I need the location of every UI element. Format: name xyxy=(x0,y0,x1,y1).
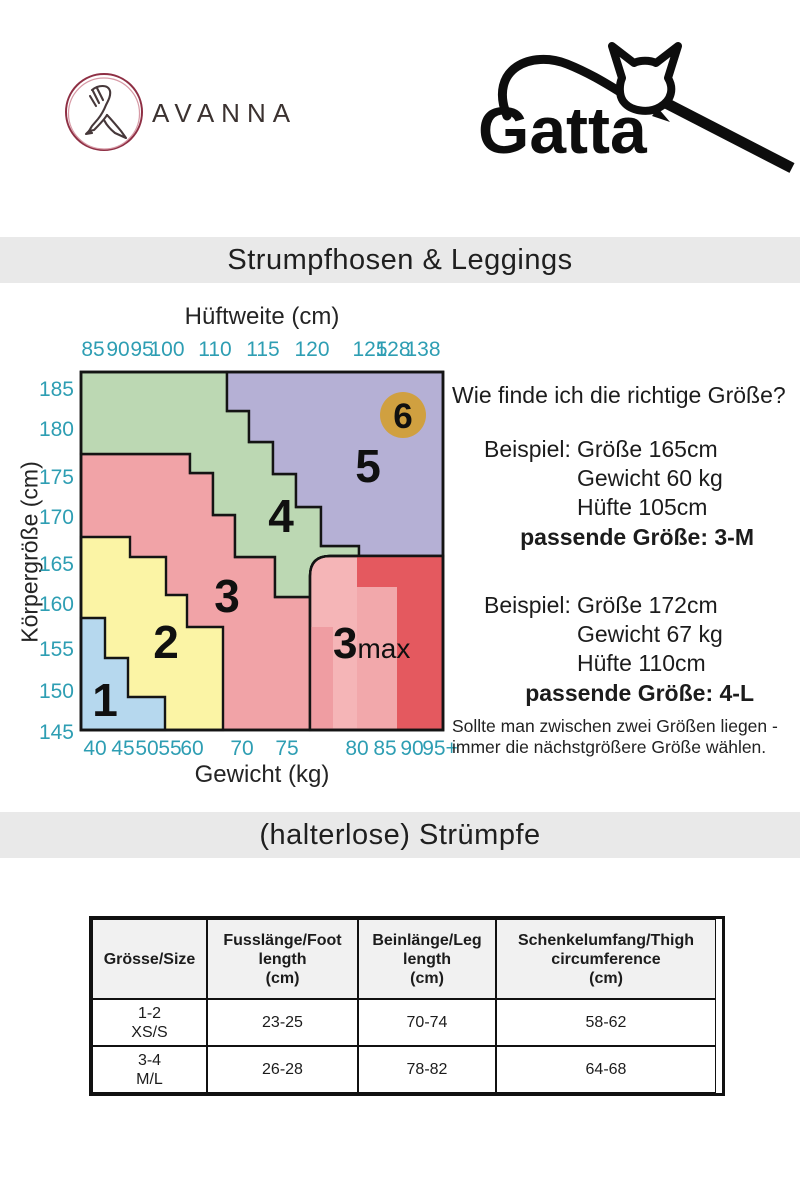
stockings-size-table: Grösse/Size Fusslänge/Foot length (cm) B… xyxy=(89,916,725,1096)
height-tick: 150 xyxy=(38,680,74,703)
table-row2-size: 3-4 M/L xyxy=(92,1046,207,1093)
hip-tick: 100 xyxy=(149,338,185,361)
weight-tick: 50 xyxy=(135,737,159,760)
example2-height: Größe 172cm xyxy=(577,592,718,618)
guide-note-line1: Sollte man zwischen zwei Größen liegen - xyxy=(452,716,778,736)
example1-hip: Hüfte 105cm xyxy=(577,494,708,520)
example1-height: Größe 165cm xyxy=(577,436,718,462)
table-header-leg: Beinlänge/Leg length (cm) xyxy=(358,919,496,999)
region-3max-label-num: 3 xyxy=(333,619,357,668)
height-tick: 180 xyxy=(38,418,74,441)
table-row2-leg: 78-82 xyxy=(358,1046,496,1093)
weight-tick: 45 xyxy=(111,737,135,760)
region-6-label: 6 xyxy=(393,397,412,436)
example2-label: Beispiel: xyxy=(484,592,571,618)
avanna-logo xyxy=(62,70,146,154)
hip-axis-title: Hüftweite (cm) xyxy=(184,303,340,330)
height-tick: 170 xyxy=(38,506,74,529)
example1-result: passende Größe: 3-M xyxy=(520,524,754,550)
table-row1-thigh: 58-62 xyxy=(496,999,716,1046)
table-row1-size: 1-2 XS/S xyxy=(92,999,207,1046)
guide-question: Wie finde ich die richtige Größe? xyxy=(452,382,786,408)
region-3max-dark-band xyxy=(357,556,443,730)
guide-note-line2: immer die nächstgrößere Größe wählen. xyxy=(452,737,767,757)
height-tick: 160 xyxy=(38,593,74,616)
table-row2-foot: 26-28 xyxy=(207,1046,358,1093)
hip-tick: 95 xyxy=(130,338,154,361)
weight-tick: 80 xyxy=(345,737,369,760)
banner-stockings-label: (halterlose) Strümpfe xyxy=(259,818,541,851)
example2-hip: Hüfte 110cm xyxy=(577,650,706,676)
weight-tick: 60 xyxy=(180,737,204,760)
table-row2-thigh: 64-68 xyxy=(496,1046,716,1093)
weight-axis-title: Gewicht (kg) xyxy=(194,761,330,788)
weight-tick: 90 xyxy=(400,737,424,760)
height-tick: 155 xyxy=(38,638,74,661)
size-region-svg: 1 2 3 4 5 6 3max xyxy=(79,370,445,732)
height-tick: 145 xyxy=(38,721,74,744)
hip-tick: 125 xyxy=(352,338,388,361)
gatta-cat-icon: Gatta xyxy=(478,42,795,173)
table-row1-foot: 23-25 xyxy=(207,999,358,1046)
height-tick: 185 xyxy=(38,378,74,401)
hip-tick: 120 xyxy=(294,338,330,361)
avanna-brand-text: AVANNA xyxy=(152,98,298,128)
hip-tick: 115 xyxy=(246,338,280,361)
badge-6-circle xyxy=(380,392,426,438)
region-3max-mid-block xyxy=(357,587,397,730)
hip-tick: 90 xyxy=(106,338,130,361)
gatta-brand-text: Gatta xyxy=(478,93,648,167)
weight-tick: 95+ xyxy=(422,737,458,760)
hip-tick: 128 xyxy=(375,338,411,361)
height-tick: 165 xyxy=(38,553,74,576)
weight-tick: 55 xyxy=(158,737,182,760)
weight-tick: 70 xyxy=(230,737,254,760)
example1-label: Beispiel: xyxy=(484,436,571,462)
region-3-label: 3 xyxy=(214,570,240,622)
region-3max-mid-band xyxy=(310,627,333,730)
weight-tick: 40 xyxy=(83,737,107,760)
example2-result: passende Größe: 4-L xyxy=(525,680,754,706)
banner-tights: Strumpfhosen & Leggings xyxy=(0,237,800,283)
hip-tick: 138 xyxy=(405,338,441,361)
avanna-legs-icon xyxy=(65,73,143,151)
banner-stockings: (halterlose) Strümpfe xyxy=(0,812,800,858)
example1-weight: Gewicht 60 kg xyxy=(577,465,723,491)
table-header-thigh: Schenkelumfang/Thigh circumference (cm) xyxy=(496,919,716,999)
region-4-label: 4 xyxy=(268,490,294,542)
svg-text:3max: 3max xyxy=(333,619,410,668)
hip-tick: 110 xyxy=(198,338,232,361)
table-header-size: Grösse/Size xyxy=(92,919,207,999)
height-tick: 175 xyxy=(38,466,74,489)
weight-tick: 75 xyxy=(275,737,299,760)
weight-tick: 85 xyxy=(373,737,397,760)
example2-weight: Gewicht 67 kg xyxy=(577,621,723,647)
gatta-logo: Gatta xyxy=(462,16,800,186)
size-region-chart: 1 2 3 4 5 6 3max xyxy=(79,370,445,732)
table-header-foot: Fusslänge/Foot length (cm) xyxy=(207,919,358,999)
region-2-label: 2 xyxy=(153,616,179,668)
region-3max-label-suffix: max xyxy=(357,633,410,664)
hip-tick: 85 xyxy=(81,338,105,361)
banner-tights-label: Strumpfhosen & Leggings xyxy=(227,243,573,276)
region-1-label: 1 xyxy=(92,674,118,726)
table-row1-leg: 70-74 xyxy=(358,999,496,1046)
region-5-label: 5 xyxy=(355,440,381,492)
